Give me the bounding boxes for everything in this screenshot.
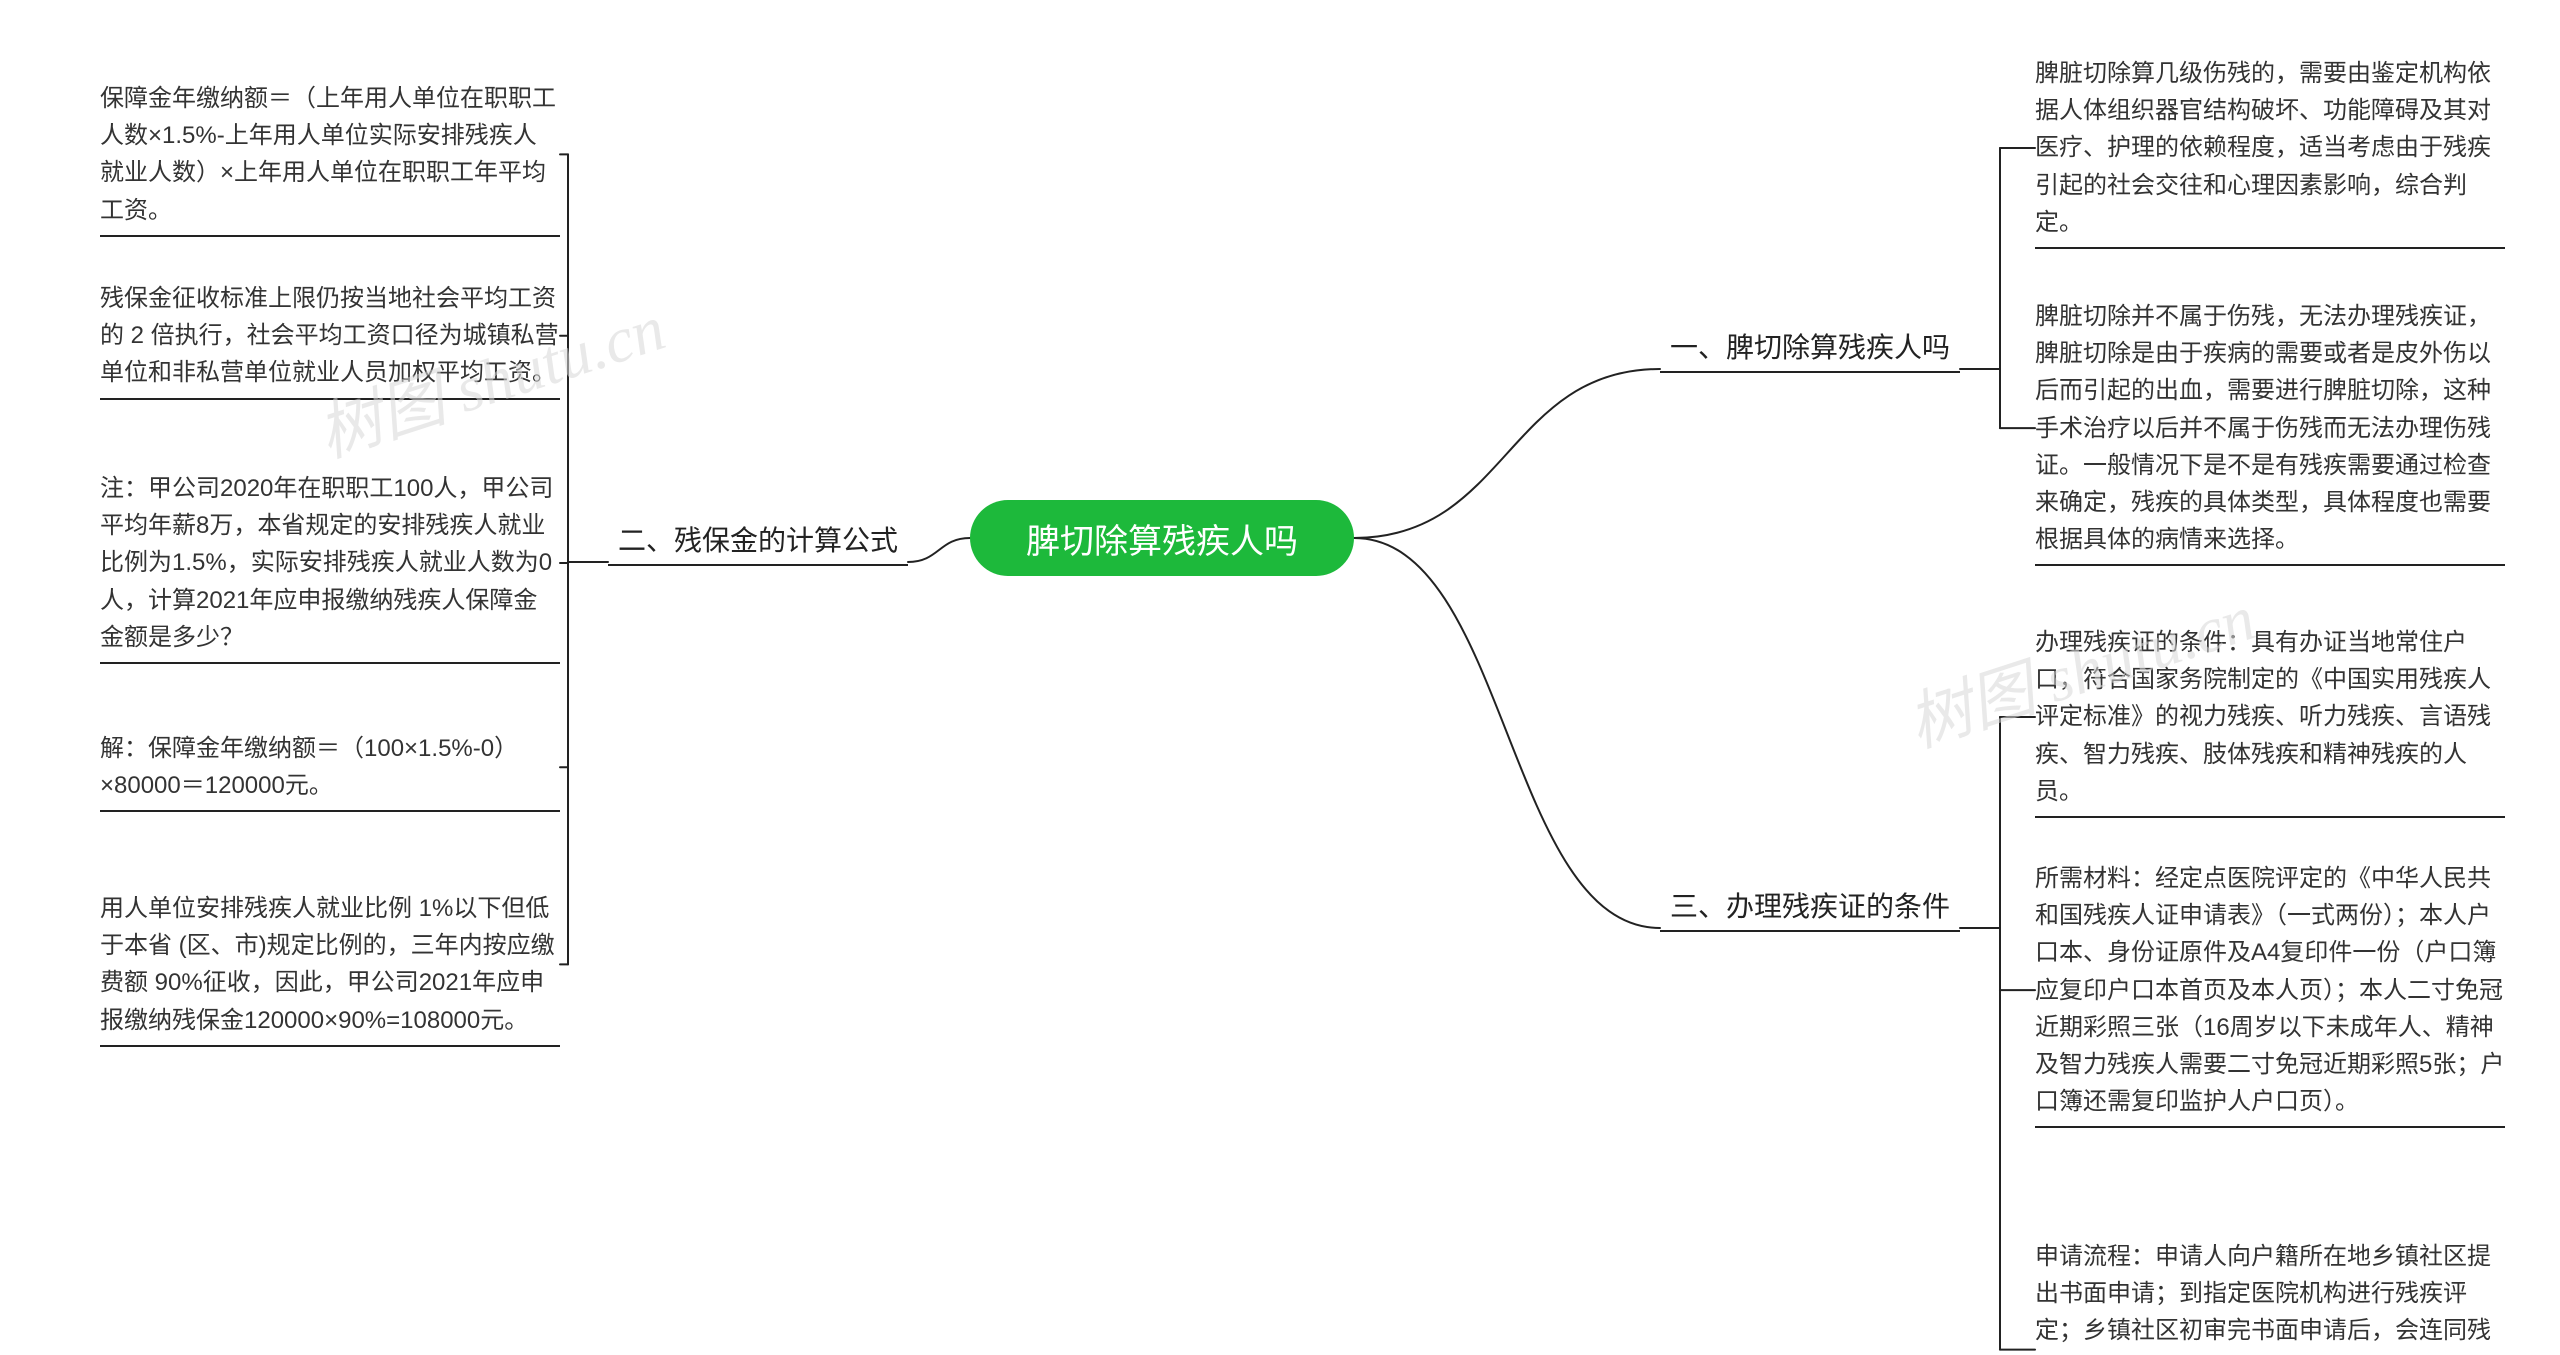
- leaf-node: 申请流程：申请人向户籍所在地乡镇社区提出书面申请；到指定医院机构进行残疾评定；乡…: [2035, 1238, 2505, 1355]
- mindmap-canvas: 脾切除算残疾人吗 一、脾切除算残疾人吗 二、残保金的计算公式 三、办理残疾证的条…: [0, 0, 2560, 1355]
- branch-node-1[interactable]: 一、脾切除算残疾人吗: [1660, 323, 1960, 369]
- leaf-node: 注：甲公司2020年在职职工100人，甲公司平均年薪8万，本省规定的安排残疾人就…: [100, 470, 560, 656]
- leaf-node: 残保金征收标准上限仍按当地社会平均工资的 2 倍执行，社会平均工资口径为城镇私营…: [100, 280, 560, 392]
- leaf-node: 所需材料：经定点医院评定的《中华人民共和国残疾人证申请表》（一式两份）；本人户口…: [2035, 860, 2505, 1120]
- leaf-node: 保障金年缴纳额＝（上年用人单位在职职工人数×1.5%-上年用人单位实际安排残疾人…: [100, 80, 560, 229]
- leaf-node: 解：保障金年缴纳额＝（100×1.5%-0）×80000＝120000元。: [100, 730, 560, 804]
- leaf-node: 用人单位安排残疾人就业比例 1%以下但低于本省 (区、市)规定比例的，三年内按应…: [100, 890, 560, 1039]
- leaf-node: 办理残疾证的条件：具有办证当地常住户口，符合国家务院制定的《中国实用残疾人评定标…: [2035, 624, 2505, 810]
- root-node[interactable]: 脾切除算残疾人吗: [970, 500, 1354, 576]
- branch-node-2[interactable]: 二、残保金的计算公式: [608, 516, 908, 562]
- branch-node-3[interactable]: 三、办理残疾证的条件: [1660, 882, 1960, 928]
- leaf-node: 脾脏切除并不属于伤残，无法办理残疾证，脾脏切除是由于疾病的需要或者是皮外伤以后而…: [2035, 298, 2505, 558]
- leaf-node: 脾脏切除算几级伤残的，需要由鉴定机构依据人体组织器官结构破坏、功能障碍及其对医疗…: [2035, 55, 2505, 241]
